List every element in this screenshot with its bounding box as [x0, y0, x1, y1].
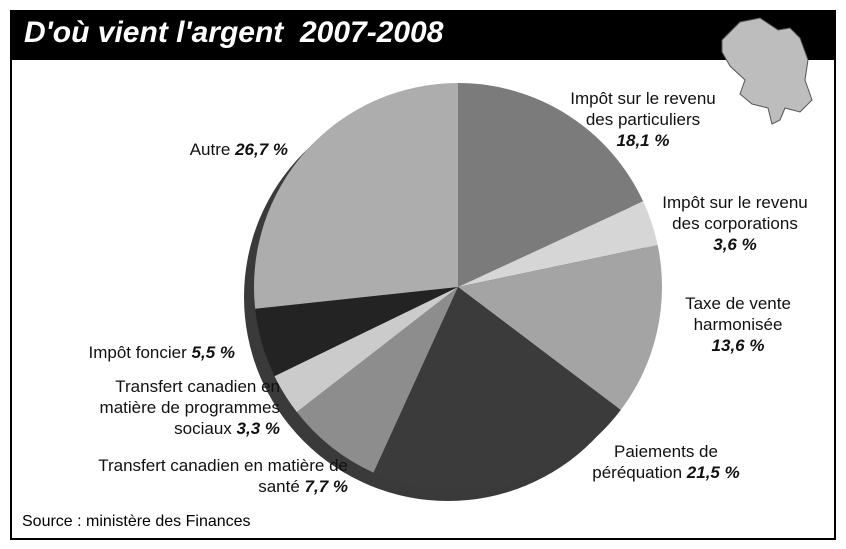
label: Impôt sur le revenu des particuliers 18,…	[558, 88, 728, 151]
label: Autre 26,7 %	[88, 139, 288, 160]
category-label: Transfert canadien en matière de program…	[99, 377, 280, 438]
category-label: Impôt foncier	[88, 343, 187, 362]
category-label: Impôt sur le revenu des particuliers	[570, 89, 716, 129]
pie-slice	[255, 287, 458, 377]
title-bar	[10, 10, 836, 60]
pie-slice	[458, 83, 644, 287]
pie-slice	[373, 287, 621, 492]
label: Taxe de vente harmonisée 13,6 %	[658, 293, 818, 356]
value-label: 5,5 %	[191, 343, 235, 362]
value-label: 18,1 %	[616, 131, 670, 150]
category-label: Paiements de péréquation	[592, 442, 718, 482]
pie-slice	[458, 201, 658, 287]
label: Impôt foncier 5,5 %	[20, 342, 235, 363]
label: Transfert canadien en matière de santé 7…	[88, 455, 348, 497]
category-label: Taxe de vente harmonisée	[685, 294, 791, 334]
category-label: Impôt sur le revenu des corporations	[662, 193, 808, 233]
value-label: 3,6 %	[713, 235, 757, 254]
value-label: 26,7 %	[235, 140, 288, 159]
pie-slice	[274, 287, 458, 413]
map-icon	[721, 17, 813, 125]
chart-title: D'où vient l'argent 2007-2008	[24, 16, 444, 49]
category-label: Transfert canadien en matière de santé	[98, 456, 348, 496]
source: Source : ministère des Finances	[22, 513, 251, 530]
category-label: Autre	[189, 140, 231, 159]
pie-slice	[458, 245, 662, 410]
pie-slice	[254, 83, 458, 309]
label: Paiements de péréquation 21,5 %	[576, 441, 756, 483]
label: Transfert canadien en matière de program…	[80, 376, 280, 439]
label: Impôt sur le revenu des corporations 3,6…	[650, 192, 820, 255]
value-label: 21,5 %	[686, 463, 740, 482]
pie-slice	[296, 287, 458, 473]
value-label: 3,3 %	[236, 419, 280, 438]
value-label: 13,6 %	[711, 336, 765, 355]
value-label: 7,7 %	[304, 477, 348, 496]
